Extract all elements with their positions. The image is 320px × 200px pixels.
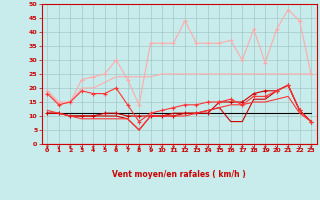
X-axis label: Vent moyen/en rafales ( km/h ): Vent moyen/en rafales ( km/h ) (112, 170, 246, 179)
